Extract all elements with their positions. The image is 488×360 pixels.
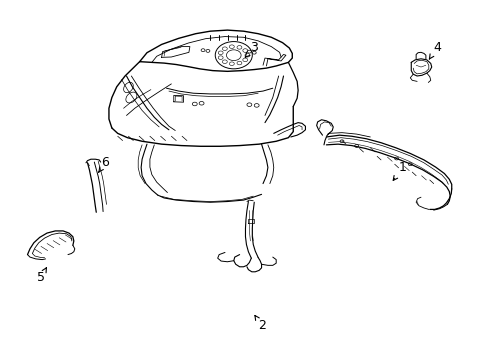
Text: 6: 6 [99,156,109,172]
Text: 1: 1 [392,161,406,180]
Text: 3: 3 [245,41,258,57]
Text: 2: 2 [254,315,265,332]
Text: 5: 5 [37,268,46,284]
Text: 4: 4 [428,41,440,59]
